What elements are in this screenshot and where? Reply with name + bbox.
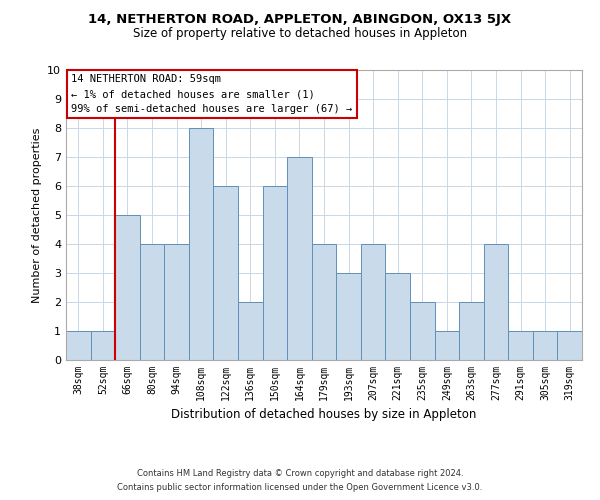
Text: Size of property relative to detached houses in Appleton: Size of property relative to detached ho… bbox=[133, 28, 467, 40]
Bar bbox=[385, 273, 410, 360]
Bar bbox=[508, 331, 533, 360]
Bar bbox=[336, 273, 361, 360]
Bar bbox=[361, 244, 385, 360]
Bar bbox=[140, 244, 164, 360]
Bar bbox=[434, 331, 459, 360]
Bar bbox=[410, 302, 434, 360]
Bar bbox=[263, 186, 287, 360]
Bar bbox=[189, 128, 214, 360]
Text: Contains HM Land Registry data © Crown copyright and database right 2024.: Contains HM Land Registry data © Crown c… bbox=[137, 468, 463, 477]
Text: 14 NETHERTON ROAD: 59sqm
← 1% of detached houses are smaller (1)
99% of semi-det: 14 NETHERTON ROAD: 59sqm ← 1% of detache… bbox=[71, 74, 352, 114]
X-axis label: Distribution of detached houses by size in Appleton: Distribution of detached houses by size … bbox=[172, 408, 476, 422]
Bar bbox=[533, 331, 557, 360]
Text: Contains public sector information licensed under the Open Government Licence v3: Contains public sector information licen… bbox=[118, 484, 482, 492]
Bar bbox=[91, 331, 115, 360]
Y-axis label: Number of detached properties: Number of detached properties bbox=[32, 128, 41, 302]
Bar bbox=[557, 331, 582, 360]
Bar bbox=[164, 244, 189, 360]
Bar bbox=[287, 157, 312, 360]
Bar bbox=[484, 244, 508, 360]
Bar bbox=[459, 302, 484, 360]
Text: 14, NETHERTON ROAD, APPLETON, ABINGDON, OX13 5JX: 14, NETHERTON ROAD, APPLETON, ABINGDON, … bbox=[88, 12, 512, 26]
Bar bbox=[66, 331, 91, 360]
Bar bbox=[312, 244, 336, 360]
Bar bbox=[214, 186, 238, 360]
Bar bbox=[238, 302, 263, 360]
Bar bbox=[115, 215, 140, 360]
